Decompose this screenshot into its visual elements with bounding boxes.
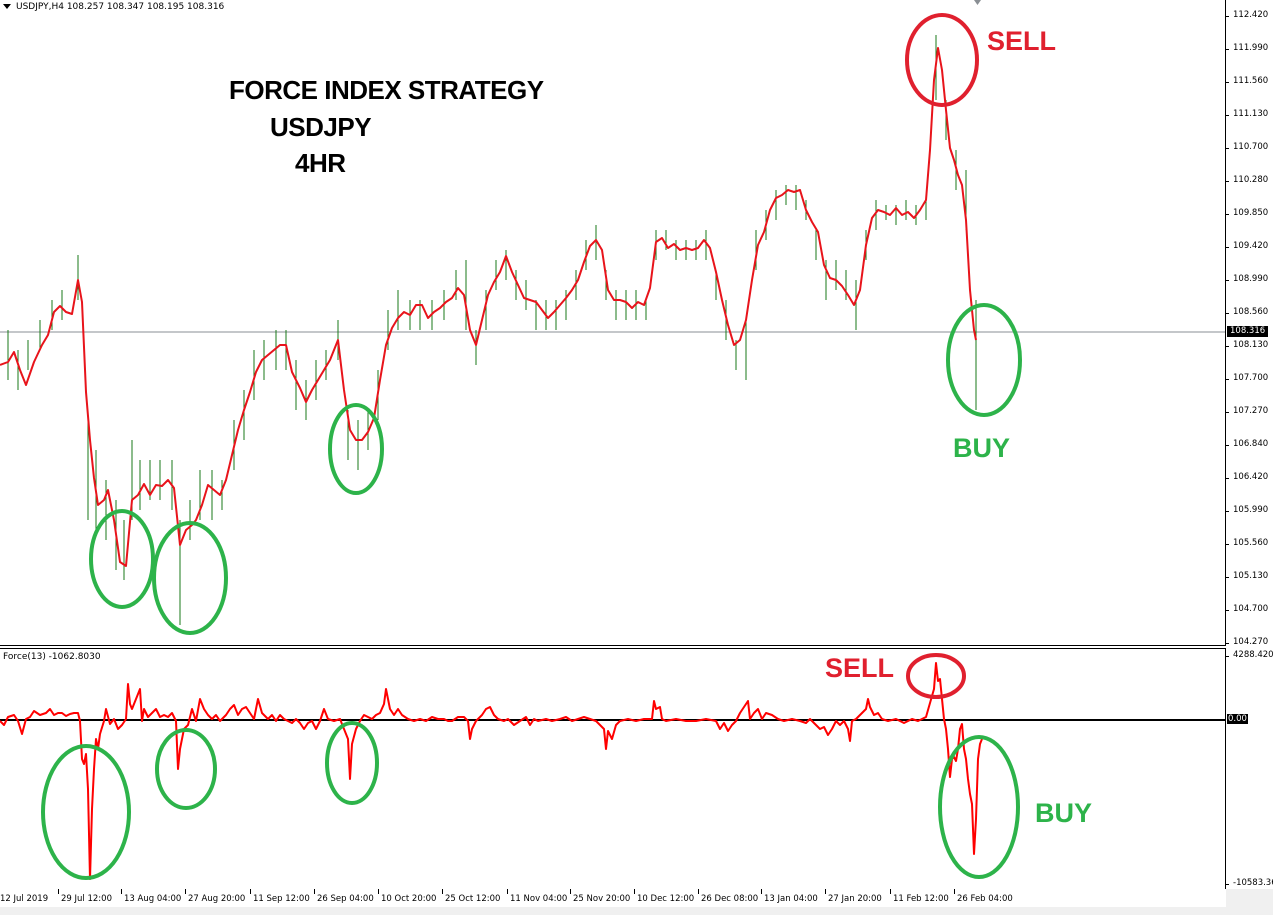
strategy-title: FORCE INDEX STRATEGY — [229, 75, 544, 105]
price-tick: 110.280 — [1224, 175, 1268, 185]
indicator-header: Force(13) -1062.8030 — [3, 652, 101, 662]
time-tick: 13 Jan 04:00 — [761, 889, 818, 904]
symbol-header-text: USDJPY,H4 108.257 108.347 108.195 108.31… — [16, 2, 225, 12]
price-tick: 104.700 — [1224, 604, 1268, 614]
force-min-tick: -10583.36 — [1225, 878, 1273, 888]
buy-circle-price-2 — [152, 521, 228, 635]
buy-circle-price-3 — [328, 403, 384, 495]
time-axis[interactable]: 12 Jul 2019 29 Jul 12:00 13 Aug 04:00 27… — [0, 889, 1273, 915]
price-annotations-svg — [89, 0, 1022, 635]
force-line — [0, 662, 983, 880]
force-max-tick: 4288.4208 — [1225, 650, 1273, 660]
time-tick: 10 Oct 20:00 — [377, 889, 437, 904]
time-tick: 10 Dec 12:00 — [633, 889, 695, 904]
price-chart-pane[interactable]: USDJPY,H4 108.257 108.347 108.195 108.31… — [0, 0, 1226, 646]
price-tick: 109.850 — [1224, 208, 1268, 218]
price-tick: 107.270 — [1224, 406, 1268, 416]
price-tick: 112.420 — [1224, 10, 1268, 20]
buy-signal-label-force: BUY — [1035, 798, 1093, 828]
sell-signal-label-force: SELL — [825, 653, 895, 683]
buy-circle-force-1 — [41, 744, 131, 880]
price-tick: 109.420 — [1224, 241, 1268, 251]
price-tick: 105.130 — [1224, 571, 1268, 581]
force-annotations-svg — [41, 653, 1020, 880]
price-chart-svg — [0, 35, 1225, 625]
price-tick: 111.990 — [1224, 43, 1268, 53]
buy-circle-price-main — [946, 303, 1022, 417]
current-price-badge: 108.316 — [1227, 326, 1269, 337]
sell-signal-label: SELL — [987, 26, 1057, 56]
price-tick: 106.840 — [1224, 439, 1268, 449]
timeframe-title: 4HR — [295, 148, 346, 178]
price-tick: 105.560 — [1224, 538, 1268, 548]
force-zero-badge: 0.00 — [1227, 714, 1248, 724]
price-tick: 107.700 — [1224, 373, 1268, 383]
time-tick: 26 Sep 04:00 — [314, 889, 374, 904]
force-index-pane[interactable]: Force(13) -1062.8030 SELL BUY — [0, 648, 1226, 890]
price-tick: 110.700 — [1224, 142, 1268, 152]
time-tick: 26 Dec 08:00 — [697, 889, 759, 904]
buy-signal-label: BUY — [953, 433, 1011, 463]
time-tick: 12 Jul 2019 — [0, 894, 49, 904]
symbol-title: USDJPY — [270, 112, 372, 142]
dropdown-triangle-icon[interactable] — [3, 4, 11, 9]
buy-circle-price-1 — [89, 509, 155, 609]
force-chart-svg — [0, 662, 1225, 880]
time-tick: 25 Nov 20:00 — [569, 889, 631, 904]
time-tick: 11 Sep 12:00 — [250, 889, 310, 904]
buy-circle-force-3 — [325, 721, 379, 805]
time-tick: 29 Jul 12:00 — [58, 889, 112, 904]
time-tick: 26 Feb 04:00 — [954, 889, 1013, 904]
symbol-header: USDJPY,H4 108.257 108.347 108.195 108.31… — [3, 2, 224, 12]
time-tick: 27 Jan 20:00 — [825, 889, 882, 904]
time-tick: 11 Nov 04:00 — [506, 889, 568, 904]
force-axis[interactable]: 4288.4208 -10583.36 — [1225, 648, 1273, 888]
sell-circle-price — [905, 13, 979, 107]
time-tick: 13 Aug 04:00 — [120, 889, 182, 904]
price-line — [0, 47, 977, 567]
price-tick: 111.560 — [1224, 76, 1268, 86]
price-tick: 108.990 — [1224, 274, 1268, 284]
shift-marker-icon — [974, 0, 981, 5]
price-tick: 105.990 — [1224, 505, 1268, 515]
buy-circle-force-2 — [155, 728, 217, 810]
price-tick: 106.420 — [1224, 472, 1268, 482]
price-tick: 111.130 — [1224, 109, 1268, 119]
time-tick: 25 Oct 12:00 — [441, 889, 501, 904]
price-tick: 108.130 — [1224, 340, 1268, 350]
sell-circle-force — [906, 653, 966, 699]
price-tick: 108.560 — [1224, 307, 1268, 317]
time-tick: 11 Feb 12:00 — [890, 889, 949, 904]
price-axis[interactable]: 112.420 111.990 111.560 111.130 110.700 … — [1224, 0, 1273, 647]
price-tick: 104.270 — [1224, 637, 1268, 647]
time-tick: 27 Aug 20:00 — [184, 889, 246, 904]
buy-circle-force-main — [938, 735, 1020, 879]
